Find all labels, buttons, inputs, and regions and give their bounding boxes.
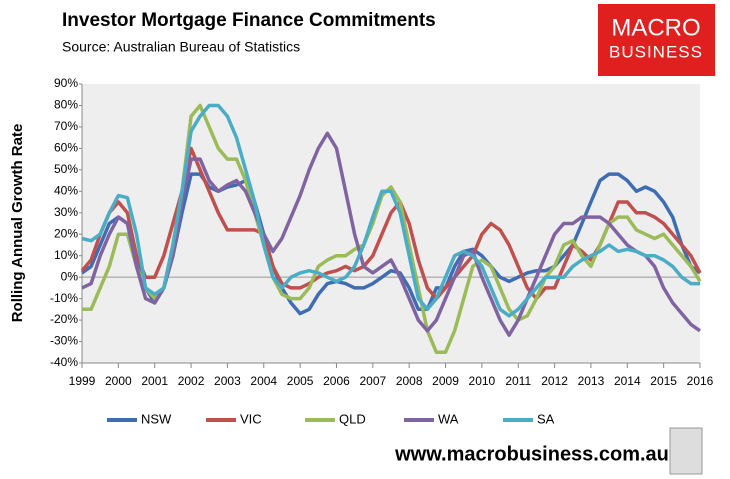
x-tick-label: 2003 <box>214 374 241 388</box>
legend-label: NSW <box>141 411 172 426</box>
y-tick-label: 90% <box>54 76 78 90</box>
x-tick-label: 2000 <box>105 374 132 388</box>
x-tick-label: 2004 <box>250 374 277 388</box>
x-tick-label: 2007 <box>359 374 386 388</box>
logo-text: MACRO <box>611 14 700 41</box>
y-tick-label: -30% <box>50 334 78 348</box>
y-axis-label: Rolling Annual Growth Rate <box>9 124 26 323</box>
wolf-icon <box>669 427 703 475</box>
x-tick-label: 2014 <box>614 374 641 388</box>
legend-label: SA <box>537 411 555 426</box>
y-tick-label: 60% <box>54 141 78 155</box>
series-line <box>81 131 702 337</box>
x-tick-label: 2015 <box>650 374 677 388</box>
x-tick-label: 2009 <box>432 374 459 388</box>
plot-area <box>82 84 700 363</box>
y-tick-label: 70% <box>54 119 78 133</box>
y-tick-label: 10% <box>54 248 78 262</box>
series-line <box>81 103 700 318</box>
y-tick-label: -10% <box>50 291 78 305</box>
x-tick-label: 2011 <box>505 374 531 388</box>
logo-text: BUSINESS <box>609 42 703 61</box>
legend-label: VIC <box>240 411 262 426</box>
y-tick-label: 30% <box>54 205 78 219</box>
legend-label: WA <box>438 411 459 426</box>
website: www.macrobusiness.com.au <box>394 443 669 465</box>
x-tick-label: 2016 <box>687 374 714 388</box>
x-tick-label: 2002 <box>178 374 205 388</box>
series-line <box>80 172 702 316</box>
y-tick-label: 50% <box>54 162 78 176</box>
y-tick-label: 40% <box>54 183 78 197</box>
y-tick-label: 20% <box>54 226 78 240</box>
x-tick-label: 2006 <box>323 374 350 388</box>
x-tick-label: 2012 <box>541 374 568 388</box>
x-tick-label: 2005 <box>287 374 314 388</box>
x-tick-label: 2010 <box>469 374 496 388</box>
y-tick-label: 80% <box>54 98 78 112</box>
y-tick-label: -40% <box>50 355 78 369</box>
logo-box <box>598 4 715 76</box>
y-tick-label: -20% <box>50 312 78 326</box>
chart-title: Investor Mortgage Finance Commitments <box>62 10 436 31</box>
x-tick-label: 2001 <box>141 374 168 388</box>
legend-label: QLD <box>339 411 366 426</box>
chart-subtitle: Source: Australian Bureau of Statistics <box>62 39 300 55</box>
x-tick-label: 1999 <box>69 374 96 388</box>
x-tick-label: 2013 <box>578 374 605 388</box>
x-tick-label: 2008 <box>396 374 423 388</box>
y-tick-label: 0% <box>61 269 79 283</box>
